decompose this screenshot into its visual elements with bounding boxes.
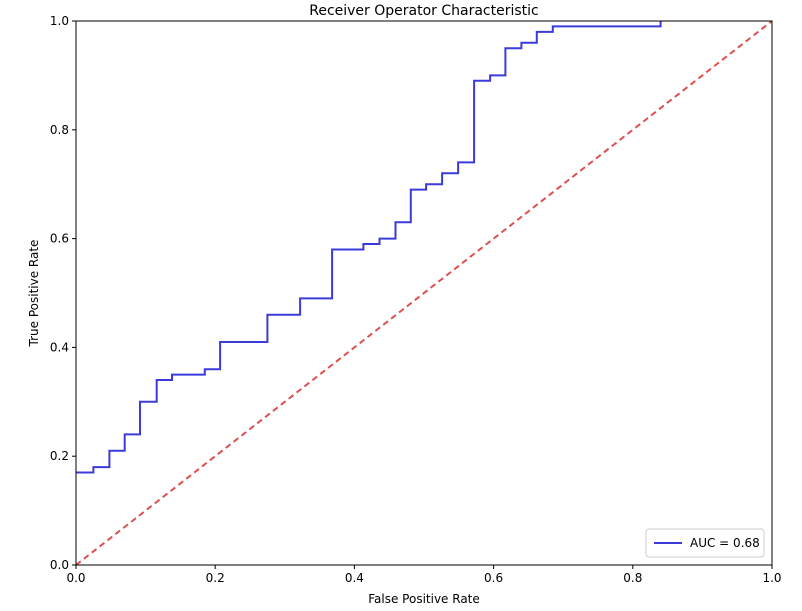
y-tick-label: 0.2 — [50, 449, 69, 463]
x-tick-label: 0.6 — [484, 571, 503, 585]
y-tick-label: 0.4 — [50, 340, 69, 354]
axis-ticks: 0.0 0.2 0.4 0.6 0.8 1.0 0.0 0.2 0.4 0.6 0.8 1.0 — [50, 14, 782, 585]
x-tick-label: 1.0 — [762, 571, 781, 585]
x-tick-label: 0.8 — [623, 571, 642, 585]
y-axis-label: True Positive Rate — [27, 240, 41, 348]
y-tick-label: 0.8 — [50, 123, 69, 137]
x-tick-label: 0.0 — [66, 571, 85, 585]
x-tick-label: 0.4 — [345, 571, 364, 585]
roc-curve — [76, 21, 662, 474]
y-tick-label: 0.0 — [50, 558, 69, 572]
y-tick-label: 1.0 — [50, 14, 69, 28]
chance-line — [76, 21, 772, 565]
legend-box — [645, 528, 765, 558]
series-group — [76, 21, 772, 565]
y-tick-label: 0.6 — [50, 232, 69, 246]
chart-title: Receiver Operator Characteristic — [309, 3, 539, 19]
legend: AUC = 0.68 — [645, 528, 765, 558]
plot-area — [75, 20, 773, 566]
legend-label: AUC = 0.68 — [690, 536, 760, 550]
x-tick-label: 0.2 — [206, 571, 225, 585]
x-axis-label: False Positive Rate — [368, 592, 480, 606]
plot-frame — [75, 20, 773, 566]
